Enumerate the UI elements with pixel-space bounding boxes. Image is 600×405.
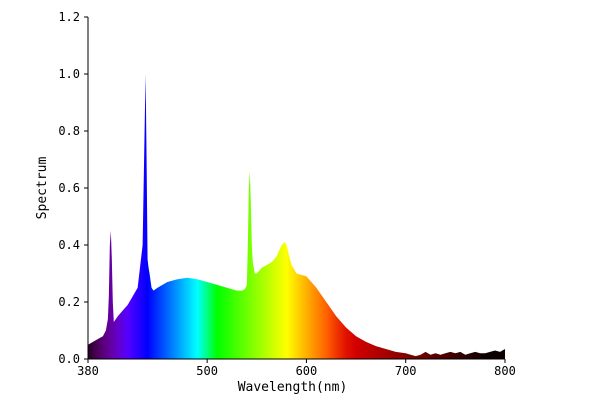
- x-axis-title: Wavelength(nm): [238, 380, 348, 395]
- x-ticks: 380 500 600 700 800: [77, 359, 516, 378]
- x-tick-label: 600: [296, 364, 318, 378]
- y-axis-title: Spectrum: [35, 157, 50, 220]
- x-tick-label: 380: [77, 364, 99, 378]
- spectrum-area-layer: [88, 74, 505, 359]
- y-tick-label: 1.0: [58, 67, 80, 81]
- y-ticks: 0.0 0.2 0.4 0.6 0.8 1.0 1.2: [58, 10, 88, 366]
- x-tick-label: 500: [196, 364, 218, 378]
- y-tick-label: 0.6: [58, 181, 80, 195]
- y-tick-label: 0.0: [58, 352, 80, 366]
- x-tick-label: 800: [494, 364, 516, 378]
- y-tick-label: 0.8: [58, 124, 80, 138]
- y-tick-label: 0.4: [58, 238, 80, 252]
- y-tick-label: 0.2: [58, 295, 80, 309]
- spectrum-area: [88, 74, 505, 359]
- y-tick-label: 1.2: [58, 10, 80, 24]
- x-tick-label: 700: [395, 364, 417, 378]
